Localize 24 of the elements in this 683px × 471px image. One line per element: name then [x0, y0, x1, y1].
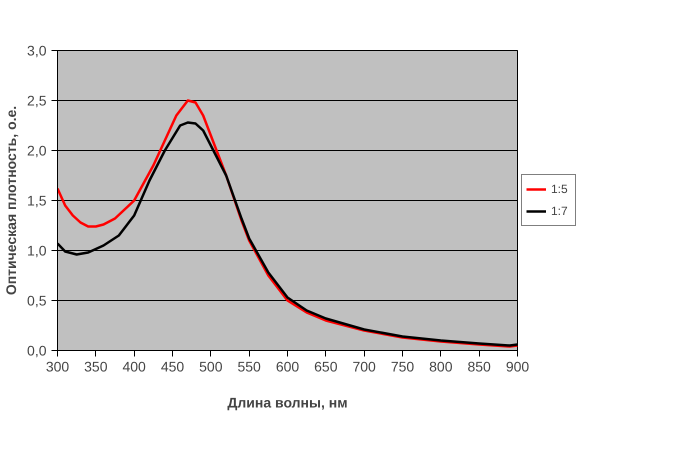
y-tick-label: 0,0	[27, 342, 47, 358]
y-tick-label: 1,0	[27, 242, 47, 258]
x-tick-label: 700	[352, 358, 376, 374]
y-tick-label: 3,0	[27, 42, 47, 58]
y-tick-label: 1,5	[27, 192, 47, 208]
x-tick-label: 600	[276, 358, 300, 374]
x-tick-label: 500	[199, 358, 223, 374]
x-axis-title: Длина волны, нм	[227, 394, 348, 410]
x-tick-label: 450	[160, 358, 184, 374]
legend-label: 1:7	[551, 204, 569, 218]
x-tick-label: 800	[429, 358, 453, 374]
x-tick-label: 300	[46, 358, 70, 374]
x-tick-label: 350	[84, 358, 108, 374]
x-tick-label: 900	[506, 358, 530, 374]
x-tick-label: 850	[467, 358, 492, 374]
x-tick-label: 750	[390, 358, 414, 374]
legend-label: 1:5	[551, 182, 569, 196]
y-tick-label: 2,5	[27, 92, 47, 108]
y-tick-label: 2,0	[27, 142, 47, 158]
y-tick-label: 0,5	[27, 292, 47, 308]
y-axis-title: Оптическая плотность, о.е.	[3, 106, 20, 296]
x-tick-label: 550	[237, 358, 262, 374]
x-tick-label: 400	[122, 358, 146, 374]
x-tick-label: 650	[314, 358, 338, 374]
